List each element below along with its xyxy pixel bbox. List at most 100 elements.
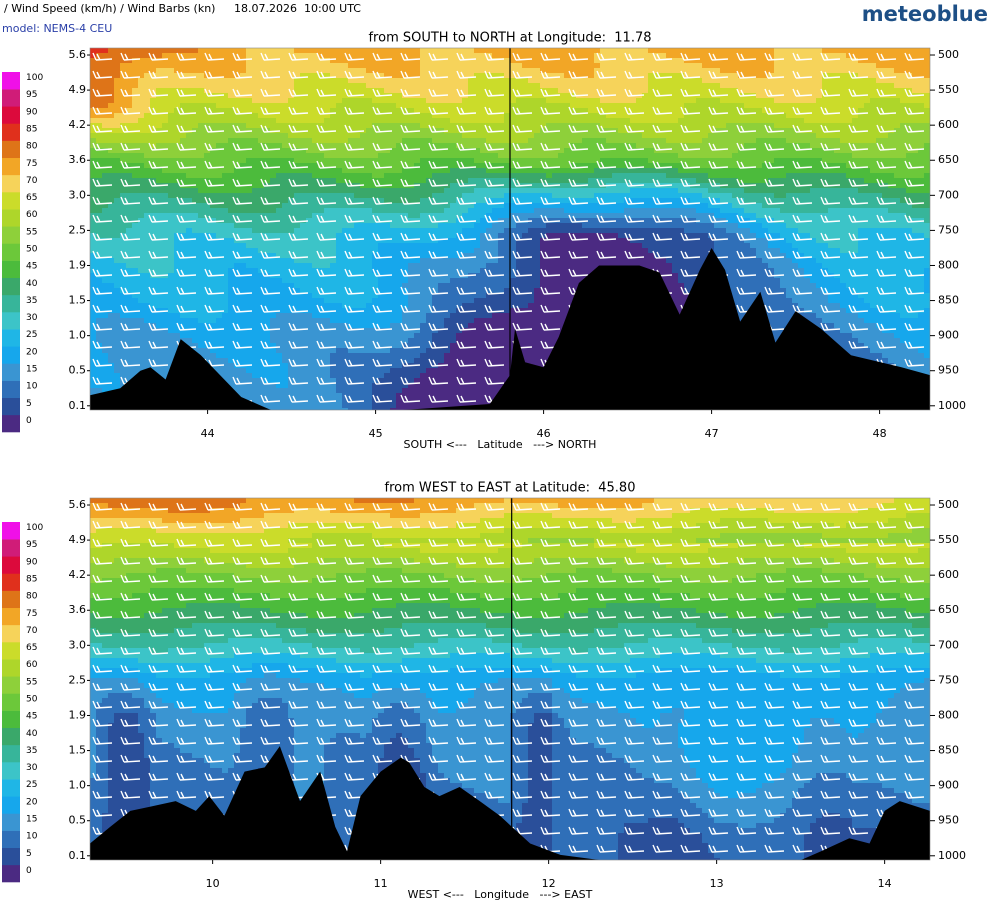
field-cell (882, 783, 930, 789)
field-cell (798, 303, 841, 309)
field-cell (774, 53, 847, 59)
field-cell (90, 608, 163, 614)
field-cell (882, 353, 925, 359)
wind-barb (92, 250, 925, 259)
field-cell (528, 693, 553, 699)
field-cell (756, 248, 781, 254)
field-cell (90, 783, 109, 789)
field-cell (240, 738, 295, 744)
field-cell (108, 148, 211, 154)
field-cell (594, 58, 685, 64)
field-cell (90, 188, 199, 194)
field-cell (528, 728, 553, 734)
field-cell (648, 83, 721, 89)
colorbar-label: 55 (26, 677, 37, 687)
field-cell (132, 693, 157, 699)
field-cell (336, 103, 397, 109)
field-cell (354, 193, 433, 199)
field-cell (594, 73, 649, 79)
field-cell (108, 353, 217, 359)
field-cell (714, 283, 781, 289)
field-cell (336, 258, 373, 264)
field-cell (90, 353, 109, 359)
field-cell (150, 783, 247, 789)
field-cell (756, 823, 811, 829)
field-cell (174, 108, 235, 114)
field-cell (510, 778, 529, 784)
field-cell (240, 733, 295, 739)
field-cell (840, 138, 877, 144)
field-cell (90, 818, 103, 824)
field-cell (240, 163, 319, 169)
field-cell (90, 568, 157, 574)
field-cell (162, 168, 235, 174)
field-cell (372, 718, 421, 724)
field-cell (294, 743, 325, 749)
field-cell (804, 728, 847, 734)
y-tick-label: 0.1 (69, 849, 87, 862)
field-cell (486, 138, 529, 144)
field-cell (96, 773, 109, 779)
field-cell (822, 568, 930, 574)
field-cell (858, 233, 925, 239)
field-cell (786, 568, 823, 574)
field-cell (144, 698, 163, 704)
field-cell (294, 78, 349, 84)
y2-tick-label: 650 (938, 153, 959, 166)
field-cell (198, 48, 247, 54)
field-cell (240, 503, 475, 509)
field-cell (858, 248, 930, 254)
colorbar-label: 0 (26, 416, 32, 426)
field-cell (90, 633, 930, 639)
field-cell (846, 163, 930, 169)
field-cell (660, 718, 685, 724)
field-cell (864, 728, 930, 734)
field-cell (744, 208, 781, 214)
field-cell (150, 763, 211, 769)
field-cell (504, 73, 565, 79)
field-cell (90, 103, 109, 109)
field-cell (336, 573, 445, 579)
field-cell (372, 398, 397, 404)
field-cell (360, 673, 373, 679)
field-cell (486, 623, 619, 629)
field-cell (294, 283, 379, 289)
field-cell (294, 48, 421, 54)
field-cell (432, 743, 511, 749)
field-cell (528, 228, 685, 234)
field-cell (594, 193, 703, 199)
field-cell (450, 203, 475, 209)
field-cell (384, 753, 415, 759)
field-cell (90, 513, 265, 519)
field-cell (90, 88, 115, 94)
field-cell (522, 818, 553, 824)
field-cell (552, 678, 925, 684)
field-cell (312, 798, 373, 804)
field-cell (486, 213, 511, 219)
field-cell (378, 293, 409, 299)
field-cell (402, 313, 427, 319)
field-cell (462, 193, 505, 199)
field-cell (516, 223, 547, 229)
field-cell (498, 678, 553, 684)
field-cell (738, 318, 823, 324)
field-cell (594, 628, 733, 634)
y-tick-label: 2.5 (69, 223, 87, 236)
field-cell (372, 408, 391, 410)
field-cell (510, 718, 535, 724)
field-cell (504, 203, 709, 209)
wind-field (90, 498, 930, 860)
y2-tick-label: 500 (938, 48, 959, 61)
field-cell (510, 743, 529, 749)
field-cell (552, 853, 619, 859)
field-cell (906, 513, 930, 519)
field-cell (750, 228, 769, 234)
field-cell (174, 743, 241, 749)
field-cell (276, 118, 325, 124)
field-cell (426, 783, 463, 789)
field-cell (486, 263, 517, 269)
field-cell (498, 248, 517, 254)
field-cell (324, 783, 379, 789)
field-cell (678, 153, 733, 159)
field-cell (336, 248, 379, 254)
